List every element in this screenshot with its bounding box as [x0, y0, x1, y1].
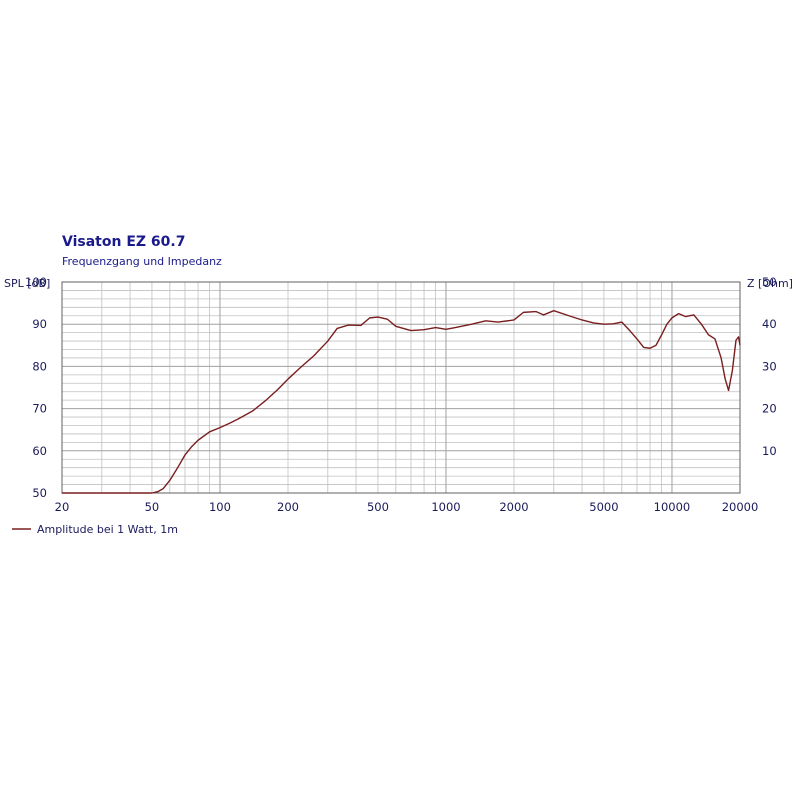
major-gridlines	[62, 281, 740, 493]
x-tick-label: 1000	[431, 500, 460, 514]
left-y-tick-label: 60	[32, 444, 47, 458]
series-lines	[62, 310, 741, 494]
left-y-tick-label: 70	[32, 402, 47, 416]
x-tick-labels: 20 50 100 200 500 1000 2000 5000 10000 20000	[55, 500, 759, 514]
right-y-tick-label: 20	[762, 402, 777, 416]
x-tick-label: 20	[55, 500, 70, 514]
x-tick-label: 500	[367, 500, 389, 514]
series-line-amplitude	[62, 310, 741, 494]
minor-gridlines	[61, 282, 741, 493]
chart-subtitle: Frequenzgang und Impedanz	[62, 255, 222, 268]
right-y-tick-label: 30	[762, 359, 777, 373]
chart-title: Visaton EZ 60.7	[62, 234, 185, 250]
left-y-tick-label: 80	[32, 359, 47, 373]
x-tick-label: 200	[277, 500, 299, 514]
x-tick-label: 50	[145, 500, 160, 514]
left-y-tick-labels: 50 60 70 80 90 100	[25, 275, 47, 500]
left-y-tick-label: 100	[25, 275, 47, 289]
x-tick-label: 20000	[722, 500, 759, 514]
right-axis-label: Z [Ohm]	[747, 277, 793, 290]
left-y-tick-label: 50	[32, 486, 47, 500]
x-tick-label: 2000	[499, 500, 528, 514]
legend-entry-amplitude: Amplitude bei 1 Watt, 1m	[37, 523, 178, 536]
left-y-tick-label: 90	[32, 317, 47, 331]
x-tick-label: 5000	[589, 500, 618, 514]
x-tick-label: 10000	[654, 500, 691, 514]
left-axis-label: SPL [dB]	[4, 277, 50, 290]
plot-frame	[61, 281, 741, 494]
right-y-tick-label: 10	[762, 444, 777, 458]
x-tick-label: 100	[209, 500, 231, 514]
right-y-tick-label: 40	[762, 317, 777, 331]
right-y-tick-labels: 10 20 30 40 50	[762, 275, 777, 458]
right-y-tick-label: 50	[762, 275, 777, 289]
